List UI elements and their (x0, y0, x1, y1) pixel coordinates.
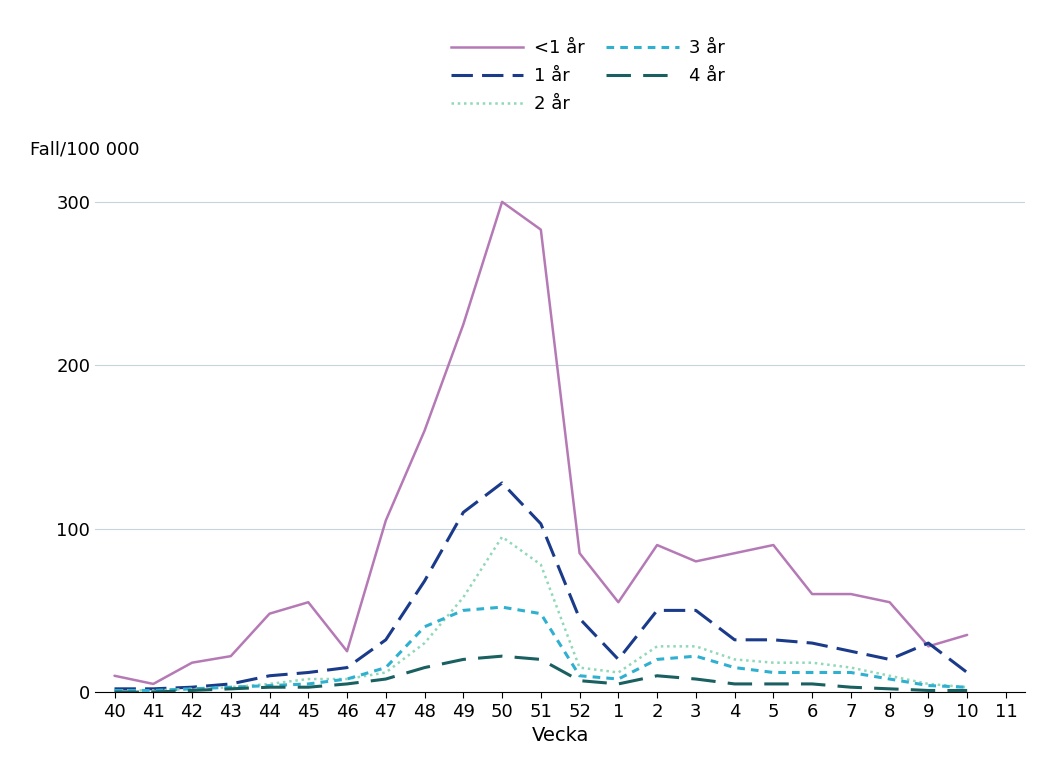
X-axis label: Vecka: Vecka (532, 726, 589, 745)
Legend: <1 år, 1 år, 2 år, 3 år, 4 år: <1 år, 1 år, 2 år, 3 år, 4 år (444, 32, 733, 120)
Text: Fall/100 000: Fall/100 000 (30, 141, 140, 158)
